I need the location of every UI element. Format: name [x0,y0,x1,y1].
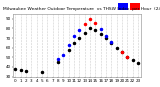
Bar [118,3,128,10]
Bar [130,3,140,10]
Text: Milwaukee Weather Outdoor Temperature  vs THSW Index  per Hour  (24 Hours): Milwaukee Weather Outdoor Temperature vs… [3,7,160,11]
